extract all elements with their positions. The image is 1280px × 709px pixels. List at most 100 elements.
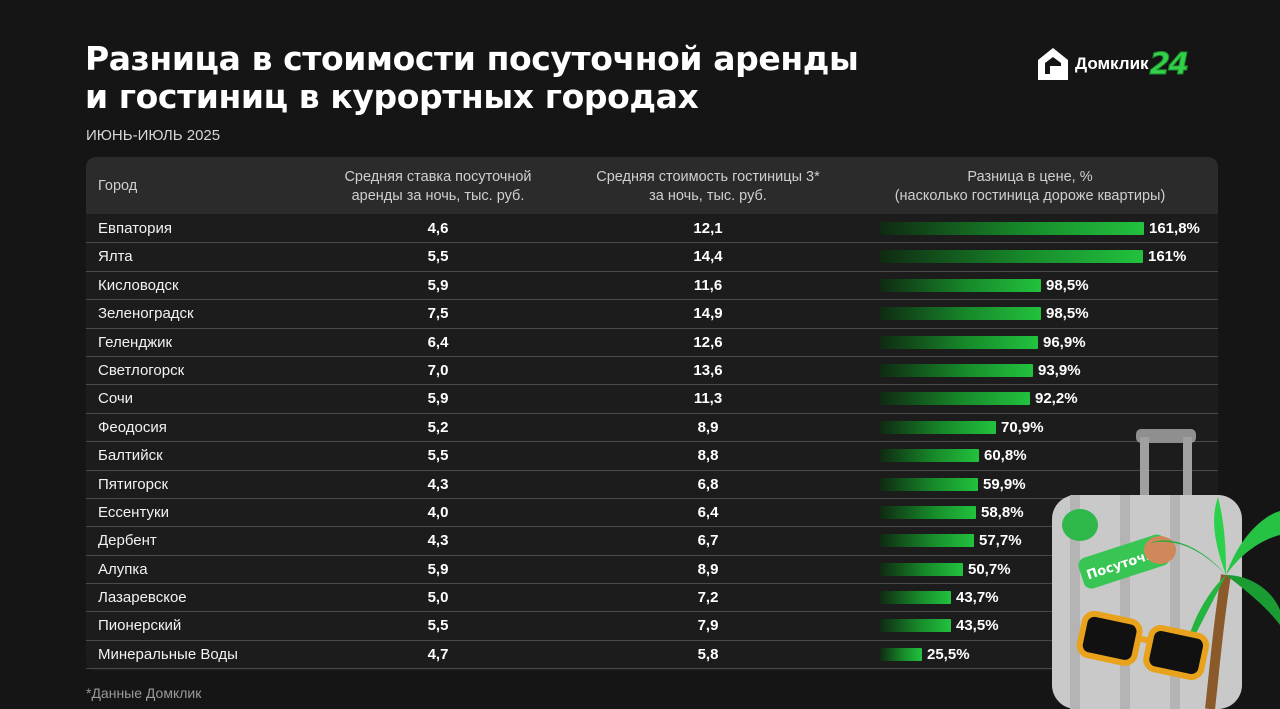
city-name: Пятигорск bbox=[98, 475, 169, 493]
brand-logo: Домклик 24 bbox=[1036, 46, 1190, 82]
rent-value: 4,6 bbox=[427, 220, 449, 237]
difference-label: 43,5% bbox=[956, 617, 999, 635]
difference-bar bbox=[880, 307, 1041, 321]
table-row: Ялта 5,5 14,4 161% bbox=[86, 243, 1218, 272]
difference-label: 58,8% bbox=[981, 503, 1024, 521]
difference-bar bbox=[880, 449, 979, 463]
city-name: Кисловодск bbox=[98, 276, 179, 294]
difference-label: 60,8% bbox=[984, 447, 1027, 465]
rent-value: 5,5 bbox=[427, 447, 449, 465]
hotel-value: 6,4 bbox=[697, 503, 719, 521]
hotel-value: 8,9 bbox=[697, 560, 719, 578]
difference-label: 57,7% bbox=[979, 532, 1022, 550]
city-name: Пионерский bbox=[98, 617, 182, 635]
hotel-value: 8,8 bbox=[697, 447, 719, 465]
table-row: Ессентуки 4,0 6,4 58,8% bbox=[86, 499, 1218, 528]
column-header-city: Город bbox=[98, 178, 138, 194]
city-name: Минеральные Воды bbox=[98, 645, 238, 663]
table-row: Зеленоградск 7,5 14,9 98,5% bbox=[86, 300, 1218, 329]
rent-value: 5,9 bbox=[427, 390, 449, 408]
difference-bar bbox=[880, 250, 1143, 264]
brand-24-badge: 24 bbox=[1149, 46, 1190, 82]
table-row: Дербент 4,3 6,7 57,7% bbox=[86, 527, 1218, 556]
difference-bar bbox=[880, 420, 996, 434]
table-row: Кисловодск 5,9 11,6 98,5% bbox=[86, 272, 1218, 301]
period-subtitle: ИЮНЬ-ИЮЛЬ 2025 bbox=[86, 127, 221, 144]
city-name: Ялта bbox=[98, 248, 133, 266]
rent-value: 7,5 bbox=[427, 305, 449, 323]
city-name: Ессентуки bbox=[98, 503, 169, 521]
column-header-rent-line-1: Средняя ставка посуточной bbox=[344, 169, 532, 185]
hotel-value: 12,6 bbox=[693, 333, 723, 351]
rent-value: 5,5 bbox=[427, 248, 449, 266]
column-header-hotel-line-1: Средняя стоимость гостиницы 3* bbox=[596, 169, 820, 185]
difference-bar bbox=[880, 392, 1030, 406]
rent-value: 5,0 bbox=[427, 589, 449, 607]
city-name: Сочи bbox=[98, 390, 134, 408]
hotel-value: 14,4 bbox=[693, 248, 723, 266]
table-header bbox=[86, 157, 1218, 214]
title-line-2: и гостиниц в курортных городах bbox=[85, 77, 699, 116]
difference-bar bbox=[880, 222, 1144, 235]
table-row: Евпатория 4,6 12,1 161,8% bbox=[86, 215, 1218, 244]
difference-bar bbox=[880, 335, 1038, 349]
city-name: Геленджик bbox=[98, 333, 173, 351]
difference-label: 98,5% bbox=[1046, 276, 1089, 294]
column-header-rent: Средняя ставка посуточной аренды за ночь… bbox=[318, 168, 558, 206]
city-name: Алупка bbox=[98, 560, 148, 578]
column-header-difference: Разница в цене, % (насколько гостиница д… bbox=[860, 168, 1200, 206]
table-row: Минеральные Воды 4,7 5,8 25,5% bbox=[86, 641, 1218, 670]
rent-value: 7,0 bbox=[427, 361, 449, 379]
column-header-difference-line-2: (насколько гостиница дороже квартиры) bbox=[894, 188, 1166, 204]
house-icon bbox=[1038, 48, 1068, 80]
rent-value: 4,7 bbox=[427, 645, 449, 663]
difference-label: 25,5% bbox=[927, 645, 970, 663]
rent-value: 5,9 bbox=[427, 560, 449, 578]
difference-label: 50,7% bbox=[968, 560, 1011, 578]
table-row: Лазаревское 5,0 7,2 43,7% bbox=[86, 584, 1218, 613]
difference-label: 96,9% bbox=[1043, 333, 1086, 351]
hotel-value: 11,6 bbox=[693, 276, 723, 294]
hotel-value: 7,2 bbox=[697, 589, 719, 607]
difference-bar bbox=[880, 477, 978, 491]
suitcase-with-palm-and-sunglasses-icon: Посуточно bbox=[1052, 429, 1280, 709]
difference-bar bbox=[880, 363, 1033, 377]
rent-value: 4,3 bbox=[427, 532, 449, 550]
hotel-value: 14,9 bbox=[693, 305, 723, 323]
rent-value: 4,0 bbox=[427, 503, 449, 521]
table-row: Алупка 5,9 8,9 50,7% bbox=[86, 556, 1218, 585]
city-name: Лазаревское bbox=[98, 589, 187, 607]
city-name: Зеленоградск bbox=[98, 305, 194, 323]
table-row: Геленджик 6,4 12,6 96,9% bbox=[86, 329, 1218, 357]
difference-label: 59,9% bbox=[983, 475, 1026, 493]
rent-value: 5,9 bbox=[427, 276, 449, 294]
rent-value: 4,3 bbox=[427, 475, 449, 493]
hotel-value: 7,9 bbox=[697, 617, 719, 635]
city-name: Светлогорск bbox=[98, 361, 185, 379]
hotel-value: 6,8 bbox=[697, 475, 719, 493]
difference-bar bbox=[880, 278, 1041, 292]
difference-bar bbox=[880, 647, 922, 661]
rent-value: 6,4 bbox=[427, 333, 449, 351]
difference-bar bbox=[880, 534, 974, 548]
difference-bar bbox=[880, 562, 963, 576]
difference-label: 93,9% bbox=[1038, 361, 1081, 379]
page-title: Разница в стоимости посуточной аренды и … bbox=[85, 40, 905, 116]
brand-name: Домклик bbox=[1075, 54, 1149, 73]
hotel-value: 6,7 bbox=[697, 532, 719, 550]
city-name: Феодосия bbox=[98, 418, 167, 436]
city-name: Дербент bbox=[98, 532, 157, 550]
title-line-1: Разница в стоимости посуточной аренды bbox=[85, 39, 859, 78]
difference-label: 98,5% bbox=[1046, 305, 1089, 323]
hotel-value: 5,8 bbox=[697, 645, 719, 663]
difference-label: 43,7% bbox=[956, 589, 999, 607]
column-header-rent-line-2: аренды за ночь, тыс. руб. bbox=[351, 188, 525, 204]
column-header-difference-line-1: Разница в цене, % bbox=[967, 169, 1093, 185]
table-body: Евпатория 4,6 12,1 161,8% Ялта 5,5 14,4 161% Кис… bbox=[86, 215, 1218, 670]
table-row: Пятигорск 4,3 6,8 59,9% bbox=[86, 471, 1218, 499]
city-name: Балтийск bbox=[98, 447, 163, 465]
difference-label: 70,9% bbox=[1001, 418, 1044, 436]
difference-label: 92,2% bbox=[1035, 390, 1078, 408]
table-row: Балтийск 5,5 8,8 60,8% bbox=[86, 442, 1218, 471]
table-row: Светлогорск 7,0 13,6 93,9% bbox=[86, 357, 1218, 386]
